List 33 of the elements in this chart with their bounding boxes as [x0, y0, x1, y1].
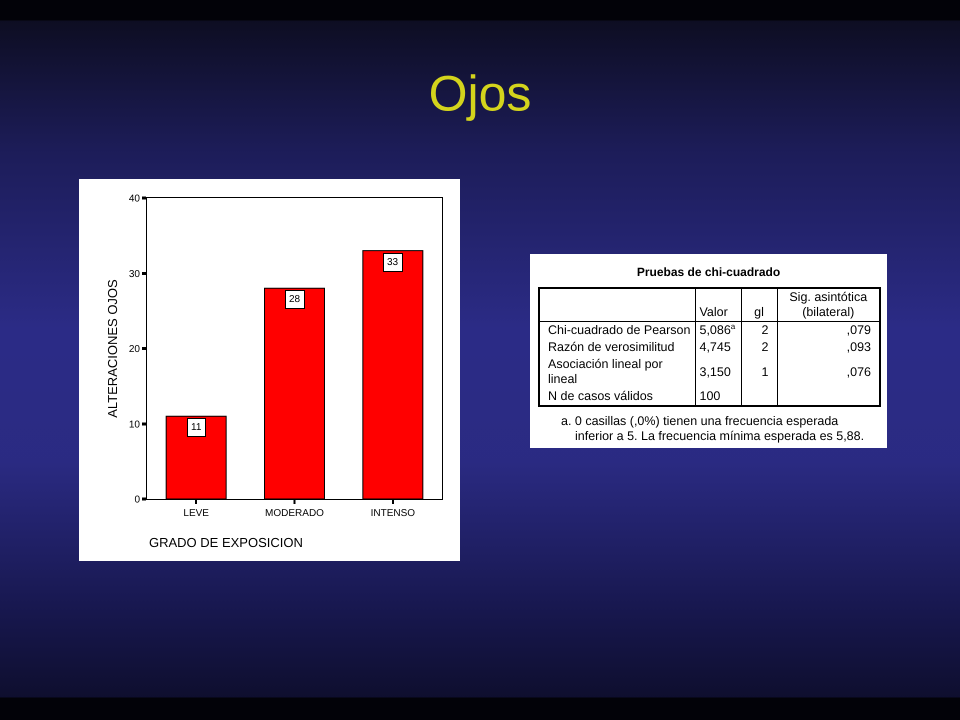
data-label: 28 [289, 294, 301, 305]
data-label: 33 [387, 257, 399, 268]
text: 1 [741, 356, 777, 388]
text: Pruebas de chi-cuadrado [636, 264, 782, 280]
text: 2 [741, 339, 777, 356]
text: Chi-cuadrado de Pearson [547, 322, 692, 339]
y-tick-label: 30 [128, 268, 140, 280]
x-tick-label: LEVE [183, 508, 210, 519]
text: N de casos válidos [547, 388, 654, 405]
text: ,079 [777, 322, 880, 339]
x-axis-title: GRADO DE EXPOSICION [149, 535, 303, 550]
y-axis-title: ALTERACIONES OJOS [104, 278, 120, 418]
y-tick-label: 20 [128, 344, 140, 355]
x-tick-label: MODERADO [265, 508, 324, 519]
text: Asociación lineal por lineal [547, 356, 664, 388]
y-tick-label: 10 [128, 419, 140, 430]
x-tick-label: INTENSO [370, 508, 416, 519]
y-tick-label: 40 [128, 194, 140, 204]
data-label: 11 [191, 422, 202, 433]
text: ,076 [777, 356, 880, 388]
text: gl [741, 288, 777, 322]
text: 100 [695, 388, 741, 406]
text: a. 0 casillas (,0%) tienen una frecuencia esperada inferior a 5. La frecuencia mínima esperada es 5,88. [561, 414, 866, 444]
text: 3,150 [695, 356, 741, 388]
chart-title: Ojos [428, 66, 532, 122]
text: Valor [695, 288, 741, 322]
text: Razón de verosimilitud [547, 339, 676, 356]
y-tick-label: 0 [134, 494, 140, 506]
text: 2 [741, 322, 777, 339]
text: ,093 [777, 339, 880, 356]
text: Sig. asintótica (bilateral) [777, 288, 880, 322]
text: 4,745 [695, 339, 741, 356]
text: 5,086$^{a}$ [695, 322, 741, 339]
